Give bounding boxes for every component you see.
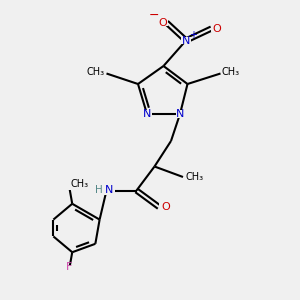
- Text: F: F: [66, 262, 73, 272]
- FancyBboxPatch shape: [98, 186, 115, 195]
- Text: −: −: [149, 9, 159, 22]
- Text: N: N: [176, 109, 184, 119]
- FancyBboxPatch shape: [159, 203, 168, 211]
- FancyBboxPatch shape: [158, 19, 168, 26]
- Text: CH₃: CH₃: [222, 67, 240, 77]
- Text: N: N: [105, 185, 113, 195]
- FancyBboxPatch shape: [184, 173, 201, 181]
- Text: H: H: [95, 185, 103, 195]
- FancyBboxPatch shape: [211, 25, 220, 32]
- Text: O: O: [161, 202, 170, 212]
- FancyBboxPatch shape: [89, 69, 106, 78]
- Text: O: O: [212, 23, 221, 34]
- Text: O: O: [158, 17, 167, 28]
- Text: N: N: [143, 109, 151, 119]
- Text: CH₃: CH₃: [70, 178, 89, 189]
- Text: CH₃: CH₃: [185, 172, 203, 182]
- FancyBboxPatch shape: [181, 37, 191, 44]
- FancyBboxPatch shape: [65, 265, 74, 272]
- Text: CH₃: CH₃: [87, 67, 105, 77]
- FancyBboxPatch shape: [57, 182, 75, 190]
- FancyBboxPatch shape: [221, 69, 238, 78]
- Text: +: +: [189, 29, 196, 40]
- FancyBboxPatch shape: [142, 110, 152, 118]
- Text: N: N: [182, 35, 190, 46]
- FancyBboxPatch shape: [176, 110, 184, 118]
